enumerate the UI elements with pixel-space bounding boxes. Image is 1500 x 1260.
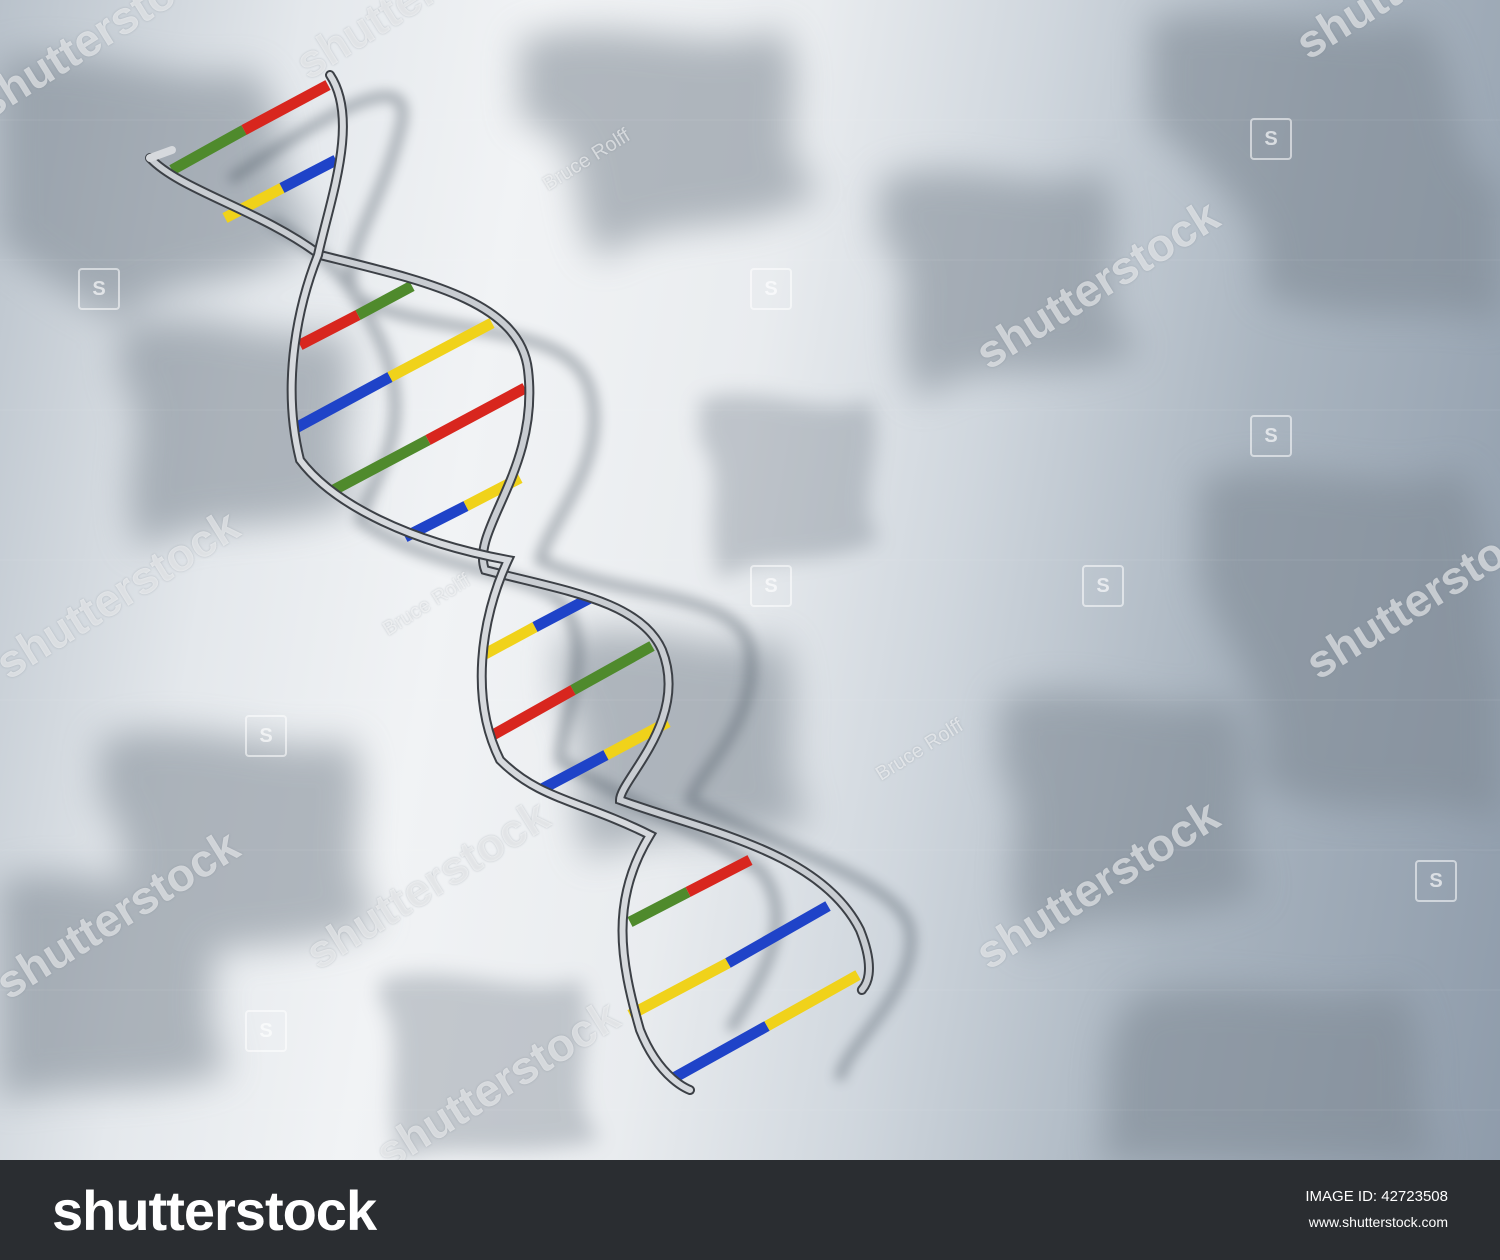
footer-bar: shutterstock IMAGE ID: 42723508 www.shut… xyxy=(0,1160,1500,1260)
base-pair xyxy=(764,970,861,1031)
base-pair xyxy=(327,435,431,497)
base-pair xyxy=(169,125,247,175)
image-id-label: IMAGE ID: xyxy=(1305,1188,1378,1205)
base-pair xyxy=(685,855,753,897)
base-pair xyxy=(490,685,576,740)
base-pair xyxy=(387,318,495,382)
watermark-logo-icon: S xyxy=(1250,118,1292,160)
image-id-value: 42723508 xyxy=(1381,1188,1448,1205)
base-pair xyxy=(297,310,361,350)
base-pair xyxy=(725,901,831,968)
watermark-logo-icon: S xyxy=(1250,415,1292,457)
base-pair xyxy=(482,622,538,659)
site-url: www.shutterstock.com xyxy=(1308,1214,1448,1230)
base-pairs xyxy=(169,80,861,1085)
watermark-logo-icon: S xyxy=(1082,565,1124,607)
watermark-logo-icon: S xyxy=(245,715,287,757)
base-pair xyxy=(532,592,595,632)
base-pair xyxy=(667,1021,770,1085)
shutterstock-logo: shutterstock xyxy=(52,1179,377,1242)
image-canvas: shutterstock shutterstock shutterstock s… xyxy=(0,0,1500,1160)
base-pair xyxy=(222,183,285,223)
watermark-logo-icon: S xyxy=(78,268,120,310)
base-pair xyxy=(355,281,415,320)
base-pair xyxy=(627,958,731,1020)
base-pair xyxy=(279,155,339,193)
helix-backbone xyxy=(145,70,874,1095)
base-pair xyxy=(241,80,331,135)
base-pair xyxy=(537,750,609,795)
base-pair xyxy=(289,372,393,435)
dna-double-helix xyxy=(145,70,916,1095)
watermark-logo-icon: S xyxy=(1415,860,1457,902)
base-pair xyxy=(627,887,691,927)
puzzle-shadow-background xyxy=(0,14,1500,1160)
image-id-text: IMAGE ID: 42723508 xyxy=(1305,1188,1448,1205)
watermark-logo-icon: S xyxy=(750,565,792,607)
base-pair xyxy=(570,641,655,695)
base-pair xyxy=(425,383,528,445)
watermark-logo-icon: S xyxy=(245,1010,287,1052)
watermark-logo-icon: S xyxy=(750,268,792,310)
helix-shadow xyxy=(227,91,916,1081)
